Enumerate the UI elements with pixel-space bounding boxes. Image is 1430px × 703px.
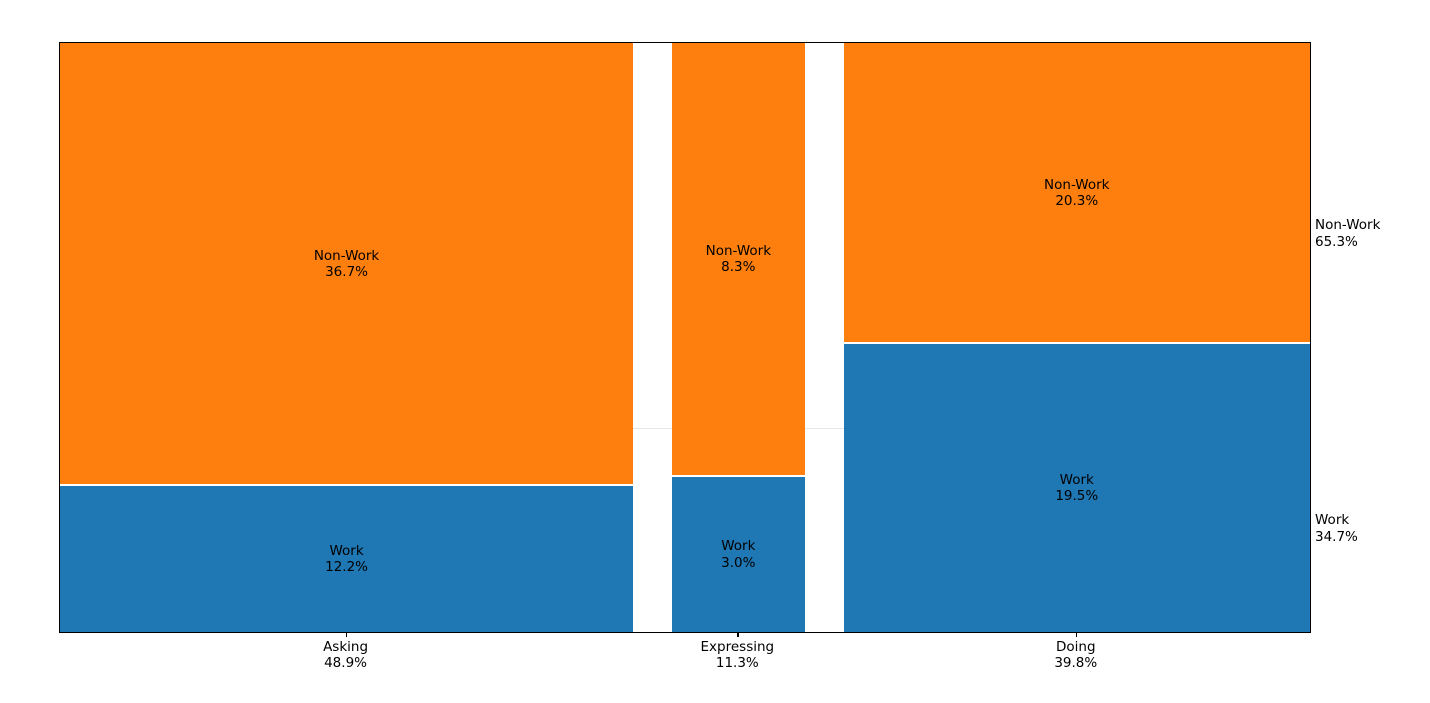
- category-percent: 48.9%: [324, 655, 367, 672]
- category-percent: 11.3%: [715, 655, 759, 672]
- x-axis-tick-asking: [345, 632, 347, 637]
- row-total-label-non-work: Non-Work 65.3%: [1315, 217, 1380, 251]
- mosaic-tile-asking-non-work: [60, 43, 634, 485]
- mosaic-tile-expressing-non-work: [672, 43, 805, 475]
- row-total-name: Non-Work: [1315, 217, 1381, 234]
- x-axis-label-doing: Doing 39.8%: [1054, 639, 1097, 671]
- category-name: Asking: [323, 639, 369, 655]
- gap-split-line-0: [633, 427, 673, 429]
- mosaic-tile-doing-work: [843, 344, 1310, 632]
- mosaic-tile-expressing-work: [672, 476, 805, 632]
- category-percent: 39.8%: [1054, 655, 1098, 672]
- row-total-label-work: Work 34.7%: [1315, 512, 1358, 546]
- x-axis-tick-doing: [1075, 632, 1077, 637]
- mosaic-tile-doing-non-work: [843, 43, 1310, 343]
- mosaic-tile-asking-work: [60, 486, 634, 632]
- x-axis-label-asking: Asking 48.9%: [323, 639, 368, 671]
- row-total-percent: 34.7%: [1315, 528, 1358, 545]
- mosaic-plot-area: Non-Work 36.7% Work 12.2% Non-Work 8.3% Work 3.…: [59, 42, 1311, 633]
- category-name: Expressing: [700, 639, 775, 655]
- x-axis-label-expressing: Expressing 11.3%: [701, 639, 775, 671]
- x-axis-tick-expressing: [737, 632, 739, 637]
- row-total-name: Work: [1315, 511, 1350, 528]
- category-name: Doing: [1055, 639, 1096, 655]
- gap-split-line-1: [804, 427, 844, 429]
- row-total-percent: 65.3%: [1315, 234, 1358, 251]
